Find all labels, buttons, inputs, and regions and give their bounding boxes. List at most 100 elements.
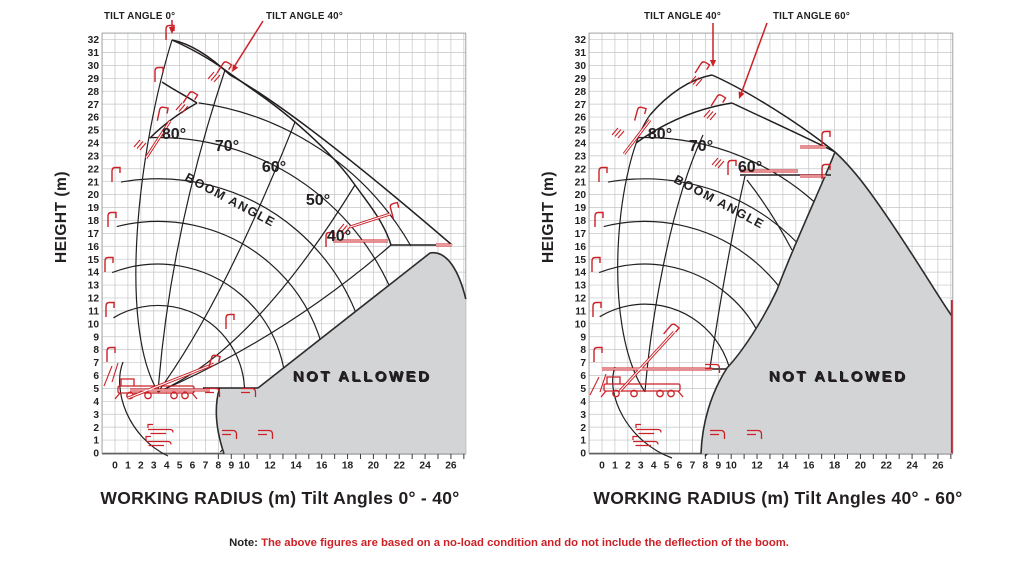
y-tick-label: 18 xyxy=(88,216,100,227)
y-tick-label: 26 xyxy=(88,113,100,124)
y-tick-label: 7 xyxy=(93,358,99,369)
not-allowed-outline-left xyxy=(215,252,467,454)
stage-connector-2 xyxy=(161,81,198,104)
boom-line-60 xyxy=(709,175,746,369)
stage-connector-1 xyxy=(649,74,713,116)
note: Note: The above figures are based on a n… xyxy=(229,537,789,549)
x-tick-label: 8 xyxy=(703,461,709,472)
y-tick-label: 31 xyxy=(575,48,587,59)
boom-line-50 xyxy=(157,184,356,393)
platform-icon-10m xyxy=(592,301,602,318)
callout-tilt-40: TILT ANGLE 40° xyxy=(266,11,343,22)
x-tick-label: 20 xyxy=(368,461,380,472)
x-tick-label: 18 xyxy=(829,461,841,472)
y-tick-label: 10 xyxy=(575,319,587,330)
tilt-marks-icon xyxy=(703,109,717,121)
tilt40-envelope xyxy=(711,74,836,153)
x-tick-label: 5 xyxy=(177,461,183,472)
inner-arc xyxy=(119,361,169,457)
boom-line-80 xyxy=(617,114,651,393)
x-tick-label: 10 xyxy=(239,461,251,472)
y-tick-label: 11 xyxy=(88,306,99,317)
x-tick-label: 26 xyxy=(445,461,457,472)
tilt-marks-icon xyxy=(611,127,625,139)
y-tick-label: 22 xyxy=(575,164,587,175)
platform-icon-21m xyxy=(598,166,608,183)
y-tick-label: 32 xyxy=(575,35,587,46)
arrow-tilt40 xyxy=(233,20,264,68)
y-tick-label: 32 xyxy=(88,35,100,46)
y-tick-label: 15 xyxy=(88,255,100,266)
x-tick-label: 8 xyxy=(216,461,222,472)
y-tick-label: 12 xyxy=(575,294,587,305)
outrigger-lines-icon xyxy=(103,362,119,387)
y-axis-label-right: HEIGHT (m) xyxy=(540,171,557,263)
x-tick-label: 5 xyxy=(664,461,670,472)
y-tick-label: 17 xyxy=(88,229,100,240)
platform-icon-25m xyxy=(633,105,647,124)
tick-labels-right: 0 1 2 3 4 5 6 7 8 9 10 12 14 16 18 20 22 24 26012345678910… xyxy=(575,35,944,471)
y-tick-label: 21 xyxy=(575,177,587,188)
boom-angle-curve-label: BOOM ANGLE xyxy=(183,170,278,230)
x-tick-label: 9 xyxy=(715,461,721,472)
x-tick-label: 1 xyxy=(125,461,131,472)
y-tick-label: 21 xyxy=(88,177,100,188)
y-tick-label: 6 xyxy=(93,371,99,382)
y-tick-label: 28 xyxy=(575,87,587,98)
boom-angle-70-label: 70° xyxy=(215,138,239,155)
y-tick-label: 29 xyxy=(88,74,100,85)
y-tick-label: 4 xyxy=(93,397,99,408)
not-allowed-outline-right xyxy=(700,151,953,454)
not-allowed-label: NOT ALLOWED xyxy=(293,368,432,385)
y-axis-label-left: HEIGHT (m) xyxy=(53,171,70,263)
mini-crane-icon xyxy=(635,423,662,435)
y-tick-label: 11 xyxy=(575,306,586,317)
x-tick-label: 12 xyxy=(751,461,763,472)
x-tick-label: 3 xyxy=(151,461,157,472)
boom-angle-lines-left xyxy=(119,39,392,457)
boom-angle-60-label: 60° xyxy=(738,159,762,176)
arrowhead-icon xyxy=(736,91,745,101)
x-tick-label: 26 xyxy=(932,461,944,472)
y-tick-label: 25 xyxy=(575,126,587,137)
y-tick-label: 5 xyxy=(93,384,99,395)
y-tick-label: 13 xyxy=(575,281,587,292)
y-tick-label: 19 xyxy=(88,203,100,214)
x-tick-label: 24 xyxy=(419,461,431,472)
y-tick-label: 16 xyxy=(88,242,100,253)
panel-right: TILT ANGLE 40° TILT ANGLE 60° 80° 70° 60… xyxy=(540,11,962,508)
y-tick-label: 3 xyxy=(580,410,586,421)
x-tick-label: 20 xyxy=(855,461,867,472)
boom-angle-80-label: 80° xyxy=(648,126,672,143)
boom-line-60 xyxy=(157,121,296,393)
title-right: WORKING RADIUS (m) Tilt Angles 40° - 60° xyxy=(593,488,962,508)
x-tick-label: 6 xyxy=(677,461,683,472)
y-tick-label: 20 xyxy=(88,190,100,201)
y-tick-label: 0 xyxy=(93,449,99,460)
boom-line-tilt60 xyxy=(746,179,793,251)
boom-angle-80-label: 80° xyxy=(162,126,186,143)
x-tick-label: 4 xyxy=(651,461,657,472)
y-tick-label: 2 xyxy=(93,423,99,434)
red-artwork-left xyxy=(103,20,452,447)
envelopes-left xyxy=(149,39,453,246)
y-tick-label: 26 xyxy=(575,113,587,124)
x-tick-label: 22 xyxy=(394,461,406,472)
not-allowed-label: NOT ALLOWED xyxy=(769,368,908,385)
panel-left: TILT ANGLE 0° TILT ANGLE 40° 80° 70° 60°… xyxy=(53,11,467,508)
y-tick-label: 30 xyxy=(88,61,100,72)
x-tick-label: 9 xyxy=(228,461,234,472)
x-tick-label: 2 xyxy=(625,461,631,472)
tilt60-envelope xyxy=(731,102,836,153)
x-tick-label: 22 xyxy=(881,461,893,472)
not-allowed-region-right xyxy=(701,152,952,454)
y-tick-label: 20 xyxy=(575,190,587,201)
y-tick-label: 15 xyxy=(575,255,587,266)
y-tick-label: 0 xyxy=(580,449,586,460)
boom-line-80 xyxy=(135,39,173,393)
y-tick-label: 23 xyxy=(88,151,100,162)
y-tick-label: 3 xyxy=(93,410,99,421)
x-tick-label: 14 xyxy=(290,461,302,472)
tilt0-envelope xyxy=(171,39,392,246)
